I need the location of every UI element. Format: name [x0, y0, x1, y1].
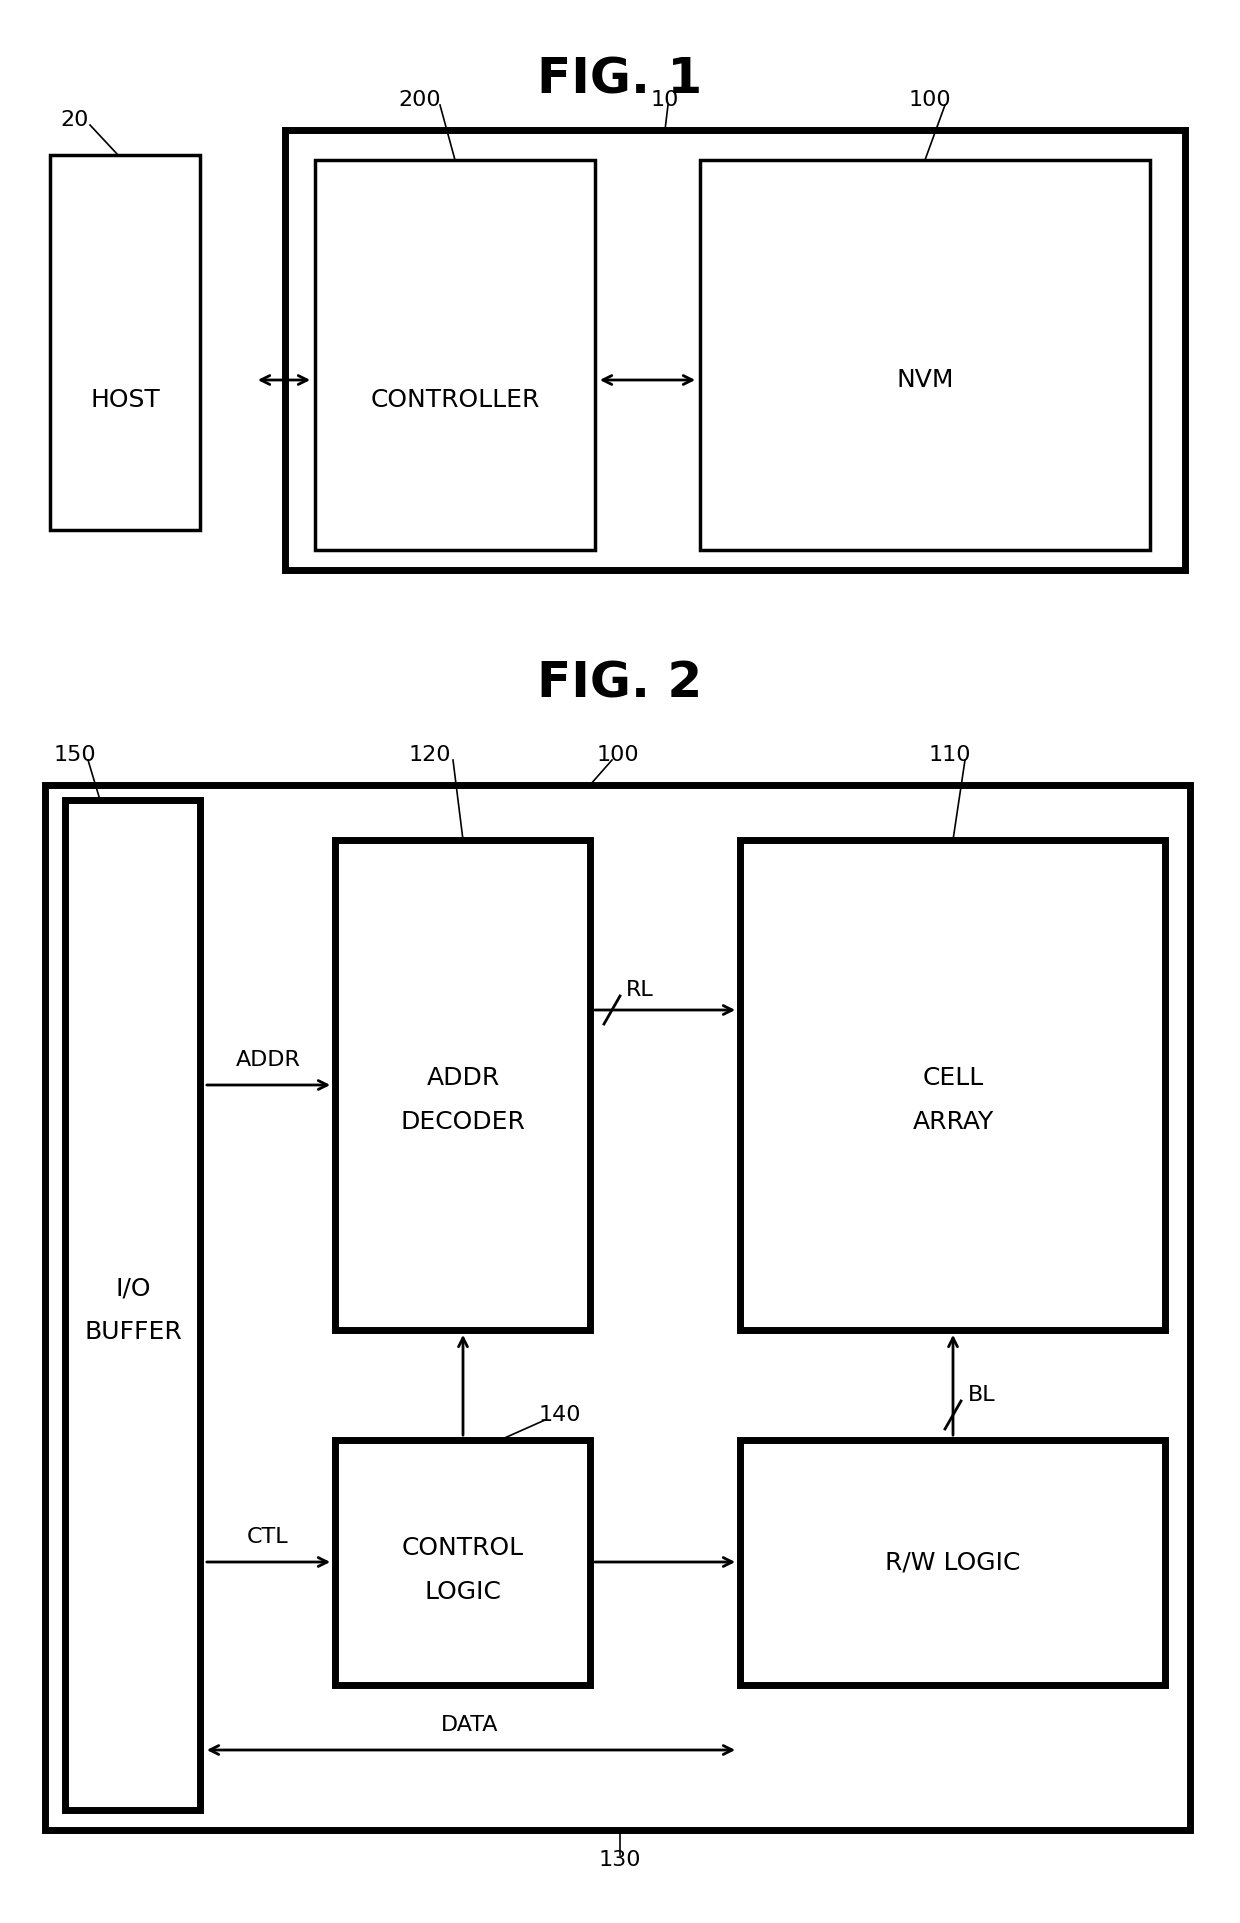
- Bar: [45, 785, 1190, 1831]
- Text: HOST: HOST: [91, 388, 160, 412]
- Text: BL: BL: [968, 1385, 996, 1406]
- Text: RL: RL: [626, 981, 653, 1000]
- Text: BUFFER: BUFFER: [84, 1319, 182, 1344]
- Text: 100: 100: [909, 90, 951, 110]
- Bar: [50, 156, 200, 531]
- Text: FIG. 2: FIG. 2: [537, 660, 703, 708]
- Bar: [740, 840, 1166, 1331]
- Text: ADDR: ADDR: [427, 1065, 500, 1090]
- Bar: [335, 840, 590, 1331]
- Text: 10: 10: [651, 90, 680, 110]
- Text: CONTROLLER: CONTROLLER: [371, 388, 539, 412]
- Text: 110: 110: [929, 744, 971, 765]
- Text: DATA: DATA: [441, 1715, 498, 1735]
- Text: 200: 200: [399, 90, 441, 110]
- Text: 120: 120: [409, 744, 451, 765]
- Text: 130: 130: [599, 1850, 641, 1869]
- Bar: [701, 160, 1149, 550]
- Text: 140: 140: [538, 1406, 582, 1425]
- Text: 150: 150: [53, 744, 97, 765]
- Text: DECODER: DECODER: [401, 1110, 526, 1135]
- Text: ARRAY: ARRAY: [913, 1110, 993, 1135]
- Text: LOGIC: LOGIC: [424, 1581, 501, 1604]
- Text: ADDR: ADDR: [236, 1050, 300, 1069]
- Text: R/W LOGIC: R/W LOGIC: [885, 1550, 1021, 1575]
- Bar: [315, 160, 595, 550]
- Text: CTL: CTL: [247, 1527, 289, 1546]
- Bar: [285, 131, 1185, 569]
- Bar: [335, 1440, 590, 1685]
- Bar: [740, 1440, 1166, 1685]
- Text: I/O: I/O: [115, 1277, 151, 1300]
- Text: NVM: NVM: [897, 367, 954, 392]
- Text: 20: 20: [61, 110, 89, 131]
- Text: CELL: CELL: [923, 1065, 983, 1090]
- Text: CONTROL: CONTROL: [402, 1536, 525, 1560]
- Bar: [64, 800, 200, 1810]
- Text: 100: 100: [596, 744, 640, 765]
- Text: FIG. 1: FIG. 1: [537, 56, 703, 104]
